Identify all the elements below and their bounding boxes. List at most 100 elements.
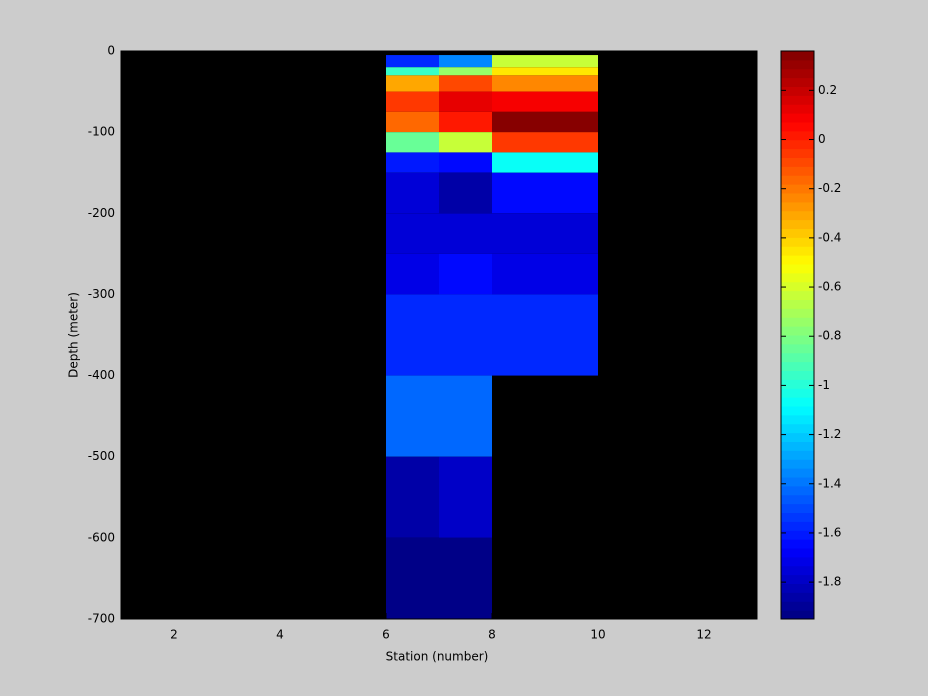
heat-cell — [492, 294, 598, 376]
heat-cell — [439, 67, 492, 76]
colorbar-step — [781, 157, 814, 167]
colorbar-step — [781, 565, 814, 576]
heat-cell — [439, 91, 492, 112]
colorbar-tick-label: -0.8 — [818, 329, 841, 343]
colorbar-step — [781, 130, 814, 141]
colorbar-step — [781, 237, 814, 247]
colorbar-tick-label: -1.2 — [818, 427, 841, 441]
colorbar-step — [781, 255, 814, 265]
heat-cell — [492, 152, 598, 173]
colorbar-step — [781, 264, 814, 274]
colorbar-step — [781, 95, 814, 105]
colorbar-step — [781, 299, 814, 309]
x-tick-label: 10 — [590, 628, 605, 642]
colorbar-step — [781, 468, 814, 478]
colorbar-step — [781, 59, 814, 70]
colorbar-step — [781, 459, 814, 469]
heat-cell — [386, 132, 439, 153]
heat-cell — [386, 55, 439, 68]
y-tick-label: -100 — [88, 125, 115, 139]
heat-cell — [386, 375, 439, 457]
colorbar-step — [781, 610, 814, 620]
colorbar-step — [781, 494, 814, 505]
colorbar-step — [781, 352, 814, 363]
colorbar-step — [781, 397, 814, 407]
heat-cell — [439, 152, 492, 173]
heat-cell — [439, 55, 492, 68]
colorbar-step — [781, 86, 814, 96]
colorbar-tick-label: 0 — [818, 132, 826, 146]
colorbar-step — [781, 104, 814, 114]
colorbar-step — [781, 184, 814, 194]
colorbar-step — [781, 335, 814, 345]
colorbar-step — [781, 574, 814, 584]
heat-cell — [386, 294, 439, 376]
colorbar-step — [781, 583, 814, 593]
colorbar-tick-label: -1 — [818, 378, 830, 392]
colorbar-step — [781, 379, 814, 389]
colorbar-step — [781, 414, 814, 425]
heat-cell — [492, 75, 598, 92]
heat-cell — [492, 91, 598, 112]
colorbar-step — [781, 477, 814, 487]
colorbar-step — [781, 361, 814, 371]
colorbar-step — [781, 148, 814, 158]
heat-cell — [439, 294, 492, 376]
colorbar-step — [781, 122, 814, 132]
colorbar-step — [781, 406, 814, 416]
heat-cell — [386, 213, 439, 254]
colorbar-step — [781, 219, 814, 229]
x-tick-label: 4 — [276, 628, 284, 642]
colorbar-tick-label: -0.6 — [818, 280, 841, 294]
x-tick-label: 8 — [488, 628, 496, 642]
colorbar-step — [781, 388, 814, 398]
colorbar-tick-label: -1.4 — [818, 476, 841, 490]
colorbar-step — [781, 166, 814, 176]
colorbar-step — [781, 77, 814, 87]
heat-cell — [439, 172, 492, 214]
colorbar-step — [781, 601, 814, 611]
heat-cell — [439, 456, 492, 538]
colorbar-step — [781, 228, 814, 238]
colorbar-step — [781, 139, 814, 150]
colorbar-step — [781, 539, 814, 549]
heat-cell — [439, 537, 492, 619]
colorbar-step — [781, 201, 814, 212]
colorbar-step — [781, 210, 814, 221]
heat-cell — [439, 111, 492, 133]
heat-cell — [439, 132, 492, 153]
colorbar-step — [781, 485, 814, 496]
heat-cell — [439, 213, 492, 254]
colorbar-step — [781, 317, 814, 327]
colorbar-step — [781, 175, 814, 185]
heat-cell — [492, 172, 598, 214]
colorbar-tick-label: 0.2 — [818, 83, 837, 97]
colorbar-step — [781, 423, 814, 434]
heat-cell — [386, 152, 439, 173]
heat-cell — [492, 55, 598, 68]
y-tick-label: -600 — [88, 530, 115, 544]
colorbar-step — [781, 548, 814, 558]
heat-cell — [386, 75, 439, 92]
heat-cell — [386, 111, 439, 133]
heat-cell — [492, 132, 598, 153]
colorbar-tick-label: -0.4 — [818, 230, 841, 244]
colorbar-step — [781, 432, 814, 442]
x-tick-label: 12 — [696, 628, 711, 642]
heat-cell — [492, 111, 598, 133]
y-axis-label: Depth (meter) — [67, 292, 81, 378]
x-tick-label: 2 — [170, 628, 178, 642]
heat-cell — [439, 253, 492, 295]
y-tick-label: -400 — [88, 368, 115, 382]
y-tick-label: 0 — [107, 44, 115, 58]
heat-cell — [439, 75, 492, 92]
colorbar-step — [781, 530, 814, 540]
heat-cell — [492, 67, 598, 76]
colorbar-step — [781, 308, 814, 318]
colorbar-step — [781, 51, 814, 61]
y-tick-label: -500 — [88, 449, 115, 463]
x-tick-label: 6 — [382, 628, 390, 642]
heat-cell — [386, 67, 439, 76]
heat-cell — [386, 253, 439, 295]
